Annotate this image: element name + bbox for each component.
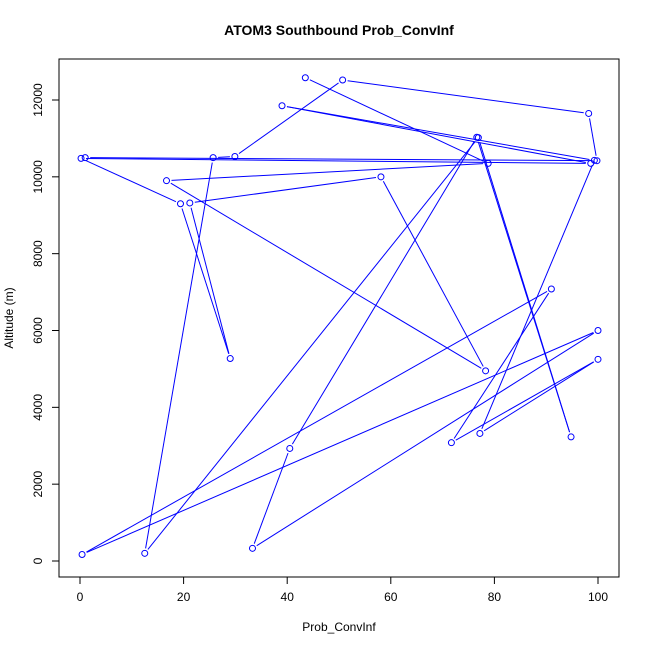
y-tick-label: 8000 — [31, 240, 45, 267]
data-point — [176, 200, 184, 208]
series-segment — [347, 80, 584, 114]
series-segment — [453, 292, 550, 439]
x-axis-label: Prob_ConvInf — [302, 620, 376, 634]
data-point — [447, 439, 455, 447]
series-segment — [170, 182, 482, 369]
series-segment — [86, 291, 548, 553]
x-tick-label: 60 — [384, 590, 398, 604]
data-point — [377, 173, 385, 181]
data-point — [476, 429, 484, 437]
series-segment — [589, 118, 597, 156]
data-point — [484, 159, 492, 167]
y-tick-label: 2000 — [31, 470, 45, 497]
plot-frame — [58, 58, 620, 578]
data-point — [141, 549, 149, 557]
data-point — [231, 152, 239, 160]
x-axis: 0 20 40 60 80 100 — [77, 576, 608, 604]
series-segment — [190, 207, 230, 354]
x-tick-label: 80 — [488, 590, 502, 604]
series-segment — [455, 361, 594, 441]
x-tick-label: 0 — [77, 590, 84, 604]
series-segment — [256, 332, 595, 547]
series-segment — [194, 177, 377, 203]
data-point — [301, 74, 309, 82]
x-tick-label: 20 — [177, 590, 191, 604]
series-segment — [147, 141, 476, 550]
series-segment — [382, 180, 484, 367]
series-segment — [483, 361, 595, 432]
data-point — [567, 433, 575, 441]
data-point — [78, 550, 86, 558]
y-tick-label: 12000 — [31, 83, 45, 117]
y-axis-label: Altitude (m) — [2, 287, 16, 348]
series-segment — [286, 106, 586, 163]
data-point — [547, 285, 555, 293]
series-segment — [86, 157, 586, 164]
series-segment — [145, 162, 213, 549]
series-segment — [479, 142, 571, 433]
series-segment — [86, 332, 594, 553]
x-tick-label: 100 — [588, 590, 608, 604]
x-tick-label: 40 — [281, 590, 295, 604]
series-segment — [238, 82, 339, 154]
data-point — [590, 156, 598, 164]
series-segment — [171, 163, 484, 181]
data-point — [209, 154, 217, 162]
y-tick-label: 10000 — [31, 160, 45, 194]
y-tick-label: 6000 — [31, 317, 45, 344]
data-point — [77, 154, 85, 162]
series-segment — [309, 79, 484, 162]
series-segment — [90, 157, 592, 162]
data-point — [163, 177, 171, 185]
data-point — [186, 199, 194, 207]
series-segment — [286, 106, 590, 160]
series-segment — [85, 160, 177, 203]
y-axis: 0 2000 4000 6000 8000 10000 12000 — [31, 83, 60, 564]
data-point — [278, 102, 286, 110]
data-point — [226, 355, 234, 363]
data-point — [594, 327, 602, 334]
data-point — [474, 134, 482, 142]
y-tick-label: 4000 — [31, 394, 45, 421]
series-segment — [218, 156, 230, 158]
data-point — [482, 367, 490, 375]
chart-title: ATOM3 Southbound Prob_ConvInf — [224, 22, 454, 38]
series-segment — [181, 208, 230, 354]
data-point — [585, 109, 593, 117]
data-point — [286, 444, 294, 452]
data-point — [248, 544, 256, 552]
data-point — [339, 76, 347, 84]
series-segment — [291, 141, 475, 445]
series-segment — [253, 452, 289, 544]
data-point — [594, 355, 602, 363]
series-layer — [77, 74, 602, 558]
data-point — [81, 154, 89, 162]
data-point — [593, 157, 601, 165]
y-tick-label: 0 — [31, 557, 45, 564]
